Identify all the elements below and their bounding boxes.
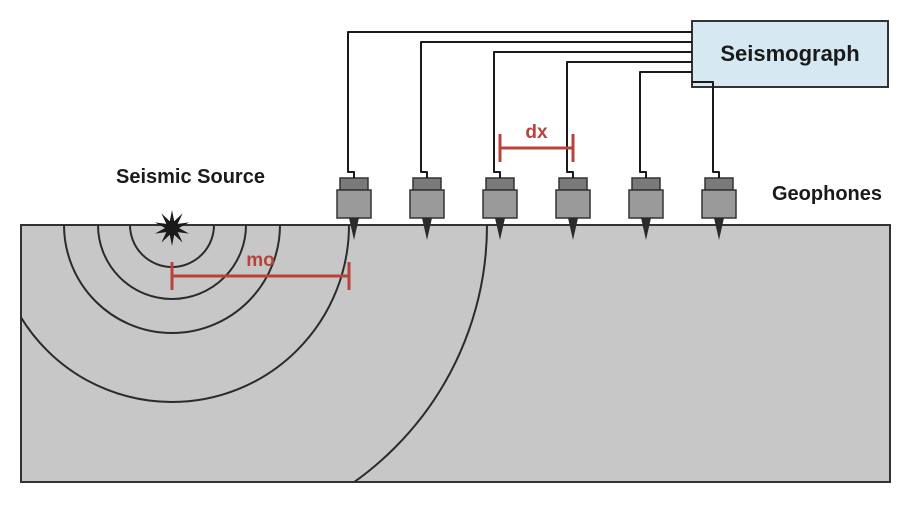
seismic-source-label: Seismic Source <box>116 166 265 188</box>
seismograph-label: Seismograph <box>720 41 859 66</box>
seismic-diagram: Geophones Seismograph Seismic Source dx mo <box>0 0 911 506</box>
ground-block <box>21 225 890 482</box>
dx-dimension: dx <box>500 122 573 162</box>
mo-label: mo <box>246 250 275 271</box>
wire <box>640 72 692 178</box>
wire <box>567 62 692 178</box>
wire <box>494 52 692 178</box>
geophones-label: Geophones <box>772 183 882 205</box>
dx-label: dx <box>525 122 548 143</box>
wire <box>692 82 719 178</box>
